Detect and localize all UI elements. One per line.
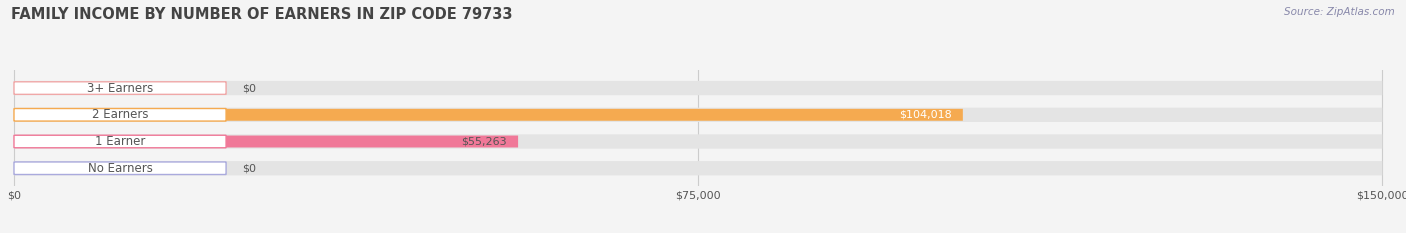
Text: Source: ZipAtlas.com: Source: ZipAtlas.com	[1284, 7, 1395, 17]
FancyBboxPatch shape	[14, 109, 226, 121]
FancyBboxPatch shape	[14, 81, 1382, 95]
FancyBboxPatch shape	[14, 109, 963, 121]
FancyBboxPatch shape	[14, 82, 226, 94]
Text: FAMILY INCOME BY NUMBER OF EARNERS IN ZIP CODE 79733: FAMILY INCOME BY NUMBER OF EARNERS IN ZI…	[11, 7, 513, 22]
Text: $0: $0	[242, 83, 256, 93]
FancyBboxPatch shape	[14, 161, 1382, 175]
Text: $104,018: $104,018	[900, 110, 952, 120]
Text: 1 Earner: 1 Earner	[94, 135, 145, 148]
FancyBboxPatch shape	[14, 162, 226, 175]
FancyBboxPatch shape	[14, 134, 1382, 149]
Text: 3+ Earners: 3+ Earners	[87, 82, 153, 95]
FancyBboxPatch shape	[14, 136, 517, 147]
FancyBboxPatch shape	[14, 108, 1382, 122]
Text: $0: $0	[242, 163, 256, 173]
FancyBboxPatch shape	[14, 135, 226, 148]
Text: 2 Earners: 2 Earners	[91, 108, 148, 121]
Text: No Earners: No Earners	[87, 162, 152, 175]
Text: $55,263: $55,263	[461, 137, 508, 147]
